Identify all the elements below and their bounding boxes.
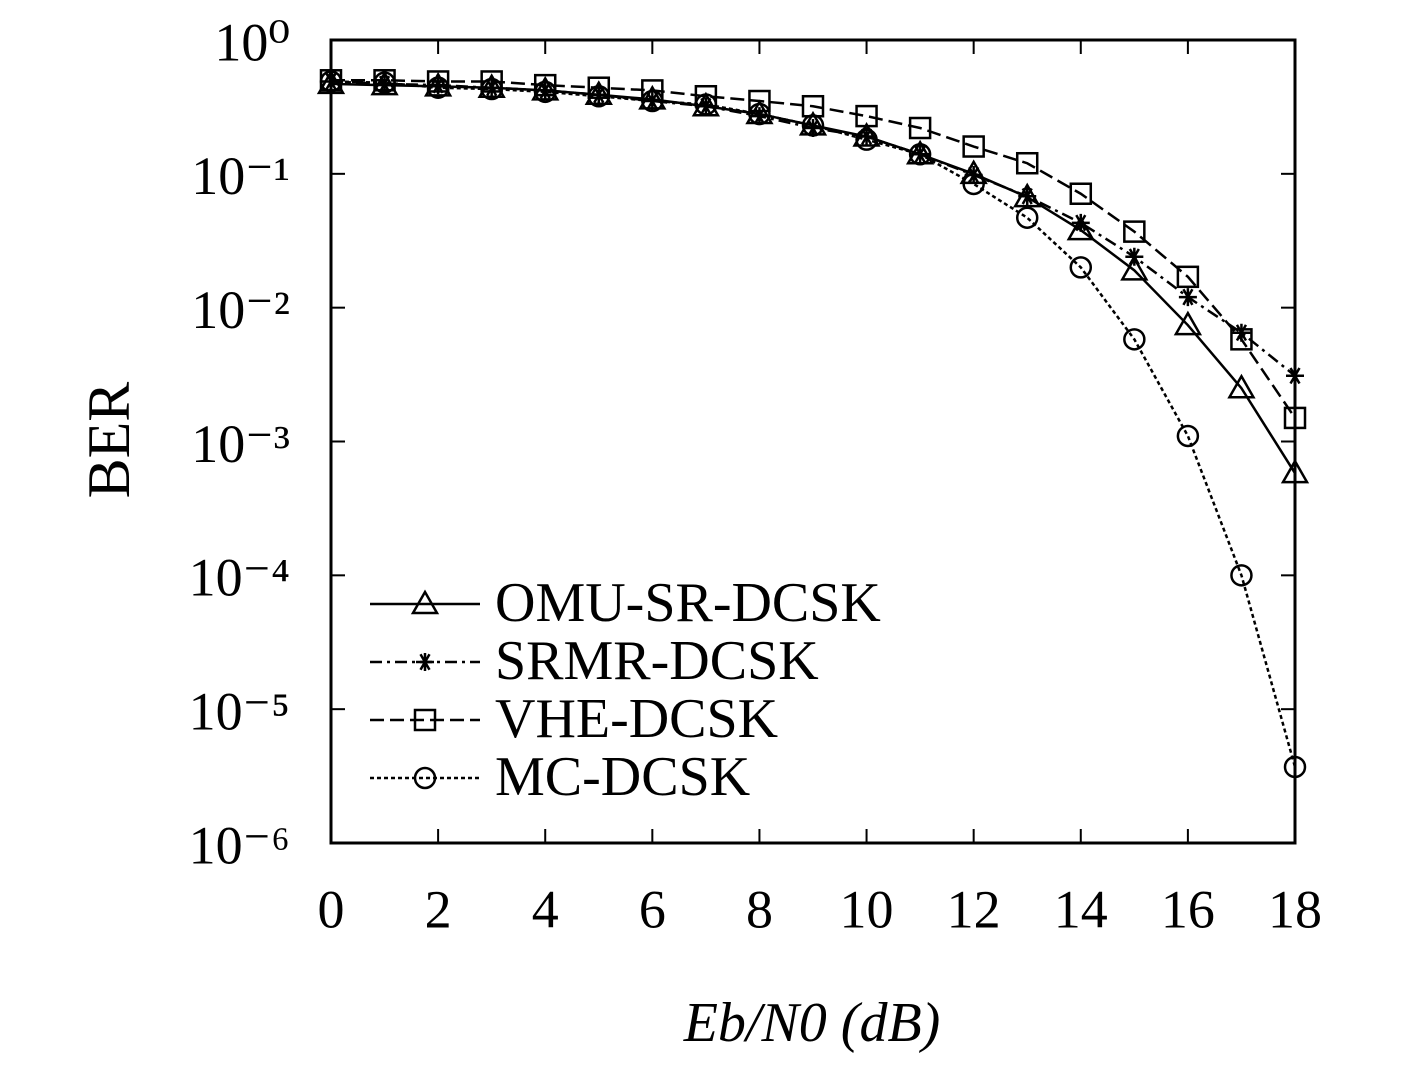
data-point <box>1230 328 1253 351</box>
data-point <box>589 85 608 104</box>
y-tick-label: 10⁻⁴ <box>189 548 290 608</box>
data-point <box>426 76 450 99</box>
data-point <box>1178 288 1197 307</box>
data-point <box>319 70 343 93</box>
data-point <box>908 143 932 166</box>
y-tick-label: 10⁻⁶ <box>189 815 290 875</box>
data-point <box>804 119 822 138</box>
data-point <box>750 107 769 126</box>
y-tick-label: 10⁻¹ <box>191 146 290 206</box>
y-tick-label: 10⁰ <box>214 12 290 72</box>
data-point <box>587 84 611 108</box>
y-tick-label: 10⁻⁵ <box>189 682 290 742</box>
data-point <box>1232 323 1251 342</box>
data-point <box>429 76 448 95</box>
data-point <box>748 102 771 126</box>
legend-marker <box>416 653 434 671</box>
series-line <box>330 80 1297 768</box>
x-tick-label: 4 <box>532 879 559 939</box>
data-point <box>857 127 876 146</box>
x-tick-label: 14 <box>1054 879 1108 939</box>
data-point <box>533 73 557 97</box>
data-point <box>855 104 878 128</box>
x-tick-label: 12 <box>947 879 1001 939</box>
x-axis-label: Eb/N0 (dB) <box>683 992 941 1054</box>
data-point <box>1123 220 1146 243</box>
legend-label: SRMR-DCSK <box>495 630 819 692</box>
y-tick-label: 10⁻³ <box>191 414 290 474</box>
data-point <box>480 77 503 101</box>
data-point <box>375 74 394 93</box>
data-point <box>373 71 396 94</box>
data-point <box>1283 406 1307 430</box>
legend-label: MC-DCSK <box>495 746 750 808</box>
legend-label: VHE-DCSK <box>495 688 778 750</box>
data-point <box>1176 424 1200 448</box>
x-tick-label: 18 <box>1268 879 1322 939</box>
legend-marker <box>413 708 437 732</box>
y-tick-label: 10⁻² <box>191 280 290 340</box>
data-point <box>1283 755 1307 779</box>
x-tick-label: 16 <box>1161 879 1215 939</box>
data-point <box>855 128 878 151</box>
series-line <box>331 79 1297 419</box>
x-tick-label: 2 <box>425 879 452 939</box>
data-point <box>1227 373 1256 399</box>
data-point <box>962 172 985 196</box>
data-point <box>1230 564 1253 587</box>
data-point <box>1015 151 1039 175</box>
data-point <box>1069 256 1093 279</box>
data-point <box>694 84 718 108</box>
data-point <box>908 116 932 140</box>
data-point <box>480 70 503 93</box>
data-point <box>1071 213 1090 232</box>
data-point <box>426 70 450 93</box>
x-tick-label: 0 <box>318 879 345 939</box>
data-point <box>1173 310 1203 336</box>
data-point <box>801 114 825 137</box>
data-point <box>1286 366 1304 385</box>
series-line <box>330 82 1297 474</box>
legend-marker <box>410 589 440 615</box>
data-point <box>1018 187 1037 206</box>
data-point <box>482 78 501 97</box>
data-point <box>533 80 557 104</box>
legend-marker <box>413 766 437 790</box>
data-point <box>536 81 555 100</box>
y-axis-label: BER <box>76 382 142 499</box>
data-point <box>641 89 664 113</box>
data-point <box>748 89 771 113</box>
x-tick-label: 6 <box>639 879 666 939</box>
legend-label: OMU-SR-DCSK <box>495 572 881 634</box>
data-point <box>962 135 985 158</box>
data-point <box>1176 265 1200 289</box>
data-point <box>1280 458 1310 484</box>
data-point <box>694 93 718 116</box>
x-tick-label: 8 <box>746 879 773 939</box>
data-point <box>1069 182 1093 205</box>
data-point <box>1015 206 1039 229</box>
data-point <box>1120 255 1149 281</box>
data-point <box>587 76 611 99</box>
x-tick-label: 10 <box>840 879 894 939</box>
data-point <box>1123 328 1146 351</box>
data-point <box>1066 215 1095 241</box>
data-point <box>1125 247 1144 266</box>
plot-frame <box>329 38 1297 845</box>
